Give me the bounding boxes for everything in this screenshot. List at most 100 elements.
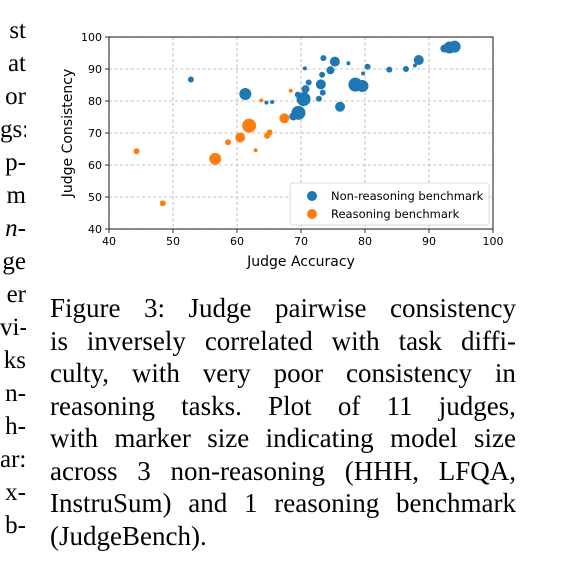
left-column-fragment: gs: xyxy=(0,116,26,143)
data-points xyxy=(133,40,461,207)
left-column-fragment: ge xyxy=(2,248,26,275)
caption-word: very xyxy=(202,358,251,388)
reasoning-point xyxy=(266,129,273,136)
non-reasoning-point xyxy=(239,87,252,100)
axis-ticks: 40 50 60 70 80 90 100 40 50 60 70 80 90 100 xyxy=(81,31,504,248)
caption-word: diffi- xyxy=(460,325,516,356)
non-reasoning-point xyxy=(319,71,326,78)
y-axis-label: Judge Consistency xyxy=(60,69,76,199)
left-column-fragment: vi- xyxy=(0,314,26,341)
left-column-fragment: er xyxy=(6,281,26,308)
legend-box xyxy=(289,182,490,226)
non-reasoning-point xyxy=(361,71,366,76)
caption-word: model xyxy=(390,423,458,453)
reasoning-point xyxy=(288,88,293,93)
caption-word: in xyxy=(494,358,516,388)
non-reasoning-point xyxy=(329,56,340,67)
y-tick-label: 70 xyxy=(88,127,102,140)
caption-word: correlated xyxy=(204,325,313,356)
caption-word: poor xyxy=(273,358,324,388)
non-reasoning-point xyxy=(356,79,369,92)
non-reasoning-point xyxy=(335,101,346,112)
left-column-text: st at or gs: p-m n-ge er vi-ks n-h-ar: x-b- xyxy=(0,14,26,542)
caption-word: Judge xyxy=(188,293,252,323)
y-tick-label: 80 xyxy=(88,95,102,108)
reasoning-point xyxy=(225,139,232,146)
caption-line: is inversely correlated with task diffi- xyxy=(50,325,516,358)
x-tick-label: 70 xyxy=(294,235,308,248)
caption-word: judges, xyxy=(438,390,516,421)
x-tick-label: 60 xyxy=(230,235,244,248)
non-reasoning-point xyxy=(270,99,275,104)
caption-word: Figure xyxy=(50,293,121,323)
left-column-fragment: n- xyxy=(5,380,26,407)
non-reasoning-point xyxy=(364,63,371,70)
caption-line: with marker size indicating model size xyxy=(50,422,516,455)
caption-line: InstruSum) and 1 reasoning benchmark xyxy=(50,487,516,520)
caption-word: with xyxy=(331,325,380,356)
x-tick-label: 90 xyxy=(422,235,436,248)
caption-word: reasoning xyxy=(274,488,380,518)
y-tick-label: 90 xyxy=(88,63,102,76)
legend-marker-non-reasoning xyxy=(307,191,317,201)
non-reasoning-point xyxy=(402,66,409,72)
caption-word: Plot xyxy=(268,390,312,421)
non-reasoning-point xyxy=(187,76,194,83)
caption-word: InstruSum) xyxy=(50,488,172,518)
caption-word: marker xyxy=(114,423,191,453)
non-reasoning-point xyxy=(346,61,351,66)
non-reasoning-point xyxy=(319,89,326,96)
reasoning-point xyxy=(209,152,222,165)
caption-line: Figure 3: Judge pairwise consistency xyxy=(50,292,516,325)
reasoning-point xyxy=(235,132,246,143)
caption-word: size xyxy=(207,423,250,453)
caption-line: (JudgeBench). xyxy=(50,520,516,553)
caption-word: size xyxy=(473,423,516,453)
caption-word: inversely xyxy=(86,325,186,356)
caption-word: with xyxy=(50,423,99,453)
caption-word: 3: xyxy=(144,293,166,323)
caption-word: of xyxy=(337,390,361,421)
non-reasoning-point xyxy=(413,55,424,66)
caption-word: is xyxy=(50,325,69,356)
figure-caption: Figure 3: Judge pairwise consistency is invers… xyxy=(50,292,516,552)
caption-line: culty, with very poor consistency in xyxy=(50,357,516,390)
non-reasoning-point xyxy=(301,85,310,94)
non-reasoning-point xyxy=(305,79,312,86)
non-reasoning-point xyxy=(412,63,417,68)
caption-word: benchmark xyxy=(396,488,516,518)
caption-word: consistency xyxy=(346,358,473,388)
reasoning-point xyxy=(259,98,264,103)
left-column-fragment: st xyxy=(9,17,26,44)
y-tick-label: 50 xyxy=(88,191,102,204)
non-reasoning-point xyxy=(320,55,327,62)
caption-word: LFQA, xyxy=(438,455,516,486)
caption-word: across xyxy=(50,455,118,486)
caption-word: 11 xyxy=(386,390,413,421)
left-column-fragment: ks xyxy=(3,347,26,374)
x-axis-label: Judge Accuracy xyxy=(246,254,355,270)
caption-word: (HHH, xyxy=(344,455,419,486)
non-reasoning-point xyxy=(448,40,461,53)
non-reasoning-point xyxy=(294,91,301,98)
non-reasoning-point xyxy=(315,95,322,102)
left-column-fragment: ar: xyxy=(0,446,26,473)
scatter-figure: 40 50 60 70 80 90 100 40 50 60 70 80 90 100 Judge Acc… xyxy=(60,31,504,270)
left-column-fragment: b- xyxy=(5,512,26,539)
non-reasoning-point xyxy=(289,112,298,121)
x-tick-label: 50 xyxy=(166,235,180,248)
caption-word: culty, xyxy=(50,358,109,388)
caption-word: task xyxy=(398,325,443,356)
y-tick-label: 60 xyxy=(88,159,102,172)
legend-label-reasoning: Reasoning benchmark xyxy=(331,207,460,221)
non-reasoning-point xyxy=(386,66,393,73)
caption-word: pairwise xyxy=(275,293,367,323)
left-column-fragment: x- xyxy=(5,479,26,506)
caption-word: indicating xyxy=(265,423,374,453)
left-column-fragment: p- xyxy=(5,149,26,176)
caption-word: consistency xyxy=(389,293,516,323)
caption-word: and xyxy=(188,488,228,518)
y-tick-label: 100 xyxy=(81,31,102,44)
reasoning-point xyxy=(279,113,290,124)
caption-word: 3 xyxy=(137,455,151,486)
